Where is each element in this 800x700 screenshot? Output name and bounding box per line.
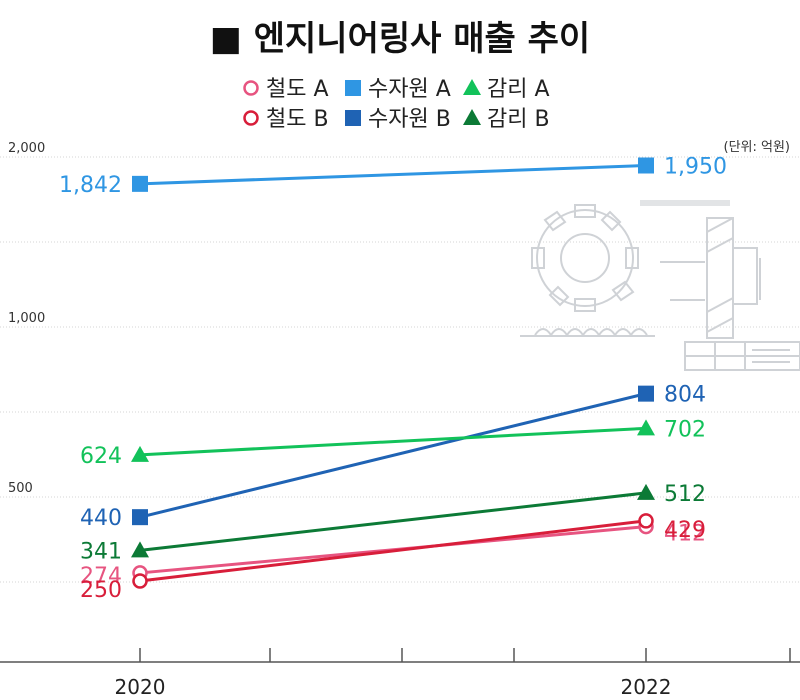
y-axis-tick-labels: 2,000 1,000 500: [8, 141, 45, 496]
series-markers: [131, 157, 655, 589]
x-axis: 2020 2022: [0, 648, 800, 699]
y-tick-label: 2,000: [8, 141, 45, 156]
legend-item-수자원-B: 수자원 B: [345, 107, 451, 132]
legend-label: 수자원 B: [368, 107, 451, 132]
y-tick-label: 1,000: [8, 311, 45, 326]
legend-item-감리-B: 감리 B: [463, 107, 550, 132]
engineering-illustration-icon: [520, 200, 800, 371]
data-label-수자원-A: 1,950: [664, 155, 727, 180]
data-point-감리-B: [637, 483, 655, 500]
data-label-철도-A: 274: [80, 564, 122, 589]
legend-marker: [345, 80, 361, 96]
data-label-수자원-B: 804: [664, 383, 706, 408]
data-label-철도-B: 429: [664, 518, 706, 543]
data-point-철도-B: [638, 513, 654, 529]
legend-label: 철도 A: [266, 77, 329, 102]
grid-lines: [0, 156, 800, 583]
data-label-감리-A: 702: [664, 417, 706, 442]
data-label-철도-A: 412: [664, 522, 706, 547]
data-point-수자원-B: [132, 509, 148, 526]
series-line-수자원-A: [139, 164, 647, 186]
x-tick-label: 2022: [621, 675, 672, 699]
data-point-감리-A: [131, 445, 149, 462]
data-label-감리-B: 341: [80, 539, 122, 564]
data-label-수자원-B: 440: [80, 506, 122, 531]
legend-label: 수자원 A: [368, 77, 451, 102]
y-tick-label: 500: [8, 481, 33, 496]
x-tick-label: 2020: [115, 675, 166, 699]
series-line-수자원-B: [139, 392, 647, 519]
data-point-감리-A: [637, 419, 655, 436]
data-label-철도-B: 250: [80, 578, 122, 603]
data-labels: 274 412 250 429 1,842 1,950 440 804 624 702 341 512: [59, 155, 727, 604]
legend-item-감리-A: 감리 A: [463, 77, 550, 102]
chart-legend: 철도 A 수자원 A 감리 A 철도 B 수자원 B 감리 B: [243, 77, 550, 132]
legend-marker: [463, 79, 481, 95]
legend-item-수자원-A: 수자원 A: [345, 77, 451, 102]
chart-title: ■ 엔지니어링사 매출 추이: [210, 19, 590, 59]
legend-marker: [345, 110, 361, 126]
series-lines: [139, 164, 647, 583]
legend-label: 감리 B: [487, 107, 550, 132]
data-point-철도-B: [132, 573, 148, 589]
data-label-감리-A: 624: [80, 444, 122, 469]
data-label-감리-B: 512: [664, 482, 706, 507]
legend-label: 철도 B: [266, 107, 329, 132]
series-line-감리-A: [139, 426, 647, 457]
data-label-수자원-A: 1,842: [59, 173, 122, 198]
series-line-감리-B: [139, 491, 647, 552]
legend-marker: [243, 80, 259, 96]
legend-item-철도-A: 철도 A: [243, 77, 329, 102]
legend-label: 감리 A: [487, 77, 550, 102]
unit-note: (단위: 억원): [724, 140, 791, 155]
legend-marker: [463, 109, 481, 125]
data-point-수자원-A: [638, 157, 654, 174]
legend-item-철도-B: 철도 B: [243, 107, 329, 132]
data-point-수자원-B: [638, 385, 654, 402]
data-point-감리-B: [131, 541, 149, 558]
series-line-철도-B: [139, 519, 647, 583]
data-point-수자원-A: [132, 175, 148, 192]
legend-marker: [243, 110, 259, 126]
